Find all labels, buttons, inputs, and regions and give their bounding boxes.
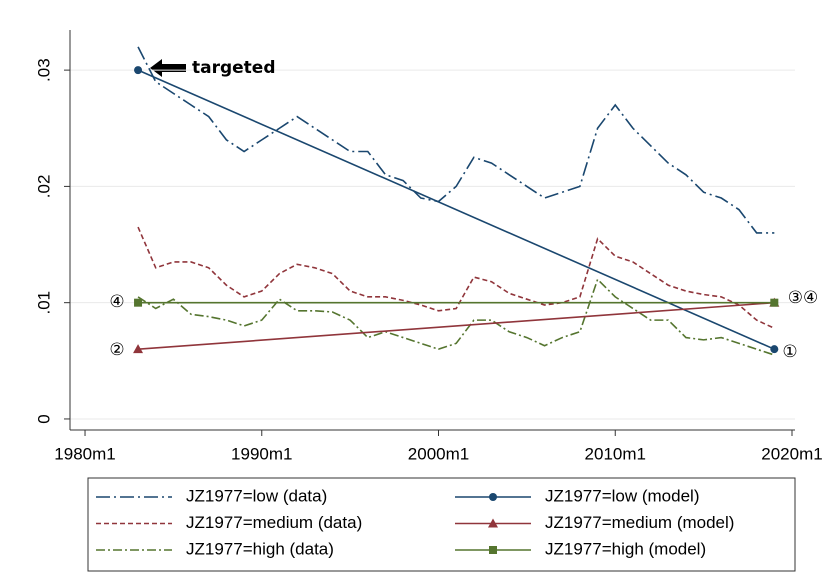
- marker: [134, 298, 143, 307]
- marker: [770, 298, 779, 307]
- series-line: [137, 46, 775, 234]
- annotation: ①: [782, 342, 797, 362]
- legend-label: JZ1977=low (model): [545, 486, 700, 505]
- annotation: ③④: [788, 288, 818, 308]
- marker: [770, 345, 779, 354]
- marker: [133, 344, 144, 354]
- x-tick-label: 1980m1: [54, 444, 115, 463]
- series-line: [137, 226, 775, 329]
- y-tick-label: .03: [34, 58, 53, 82]
- marker: [489, 546, 497, 554]
- y-tick-label: 0: [34, 414, 53, 423]
- x-tick-label: 2010m1: [585, 444, 646, 463]
- legend-box: [87, 477, 796, 572]
- x-tick-label: 2000m1: [408, 444, 469, 463]
- series-line: [137, 301, 775, 350]
- x-tick-label: 1990m1: [231, 444, 292, 463]
- annotation-arrow: [150, 59, 186, 77]
- y-tick-label: .01: [34, 291, 53, 315]
- annotation: ④: [109, 292, 124, 312]
- legend-label: JZ1977=low (data): [186, 486, 327, 505]
- legend-label: JZ1977=medium (data): [186, 513, 362, 532]
- legend-label: JZ1977=high (model): [545, 539, 706, 558]
- marker: [134, 66, 143, 75]
- marker: [489, 493, 497, 501]
- x-tick-label: 2020m1: [761, 444, 822, 463]
- annotation: ②: [109, 340, 124, 360]
- series-line: [137, 277, 775, 356]
- annotation: targeted: [192, 58, 276, 78]
- y-tick-label: .02: [34, 175, 53, 199]
- marker: [488, 518, 498, 528]
- legend-label: JZ1977=high (data): [186, 539, 334, 558]
- legend-label: JZ1977=medium (model): [545, 513, 734, 532]
